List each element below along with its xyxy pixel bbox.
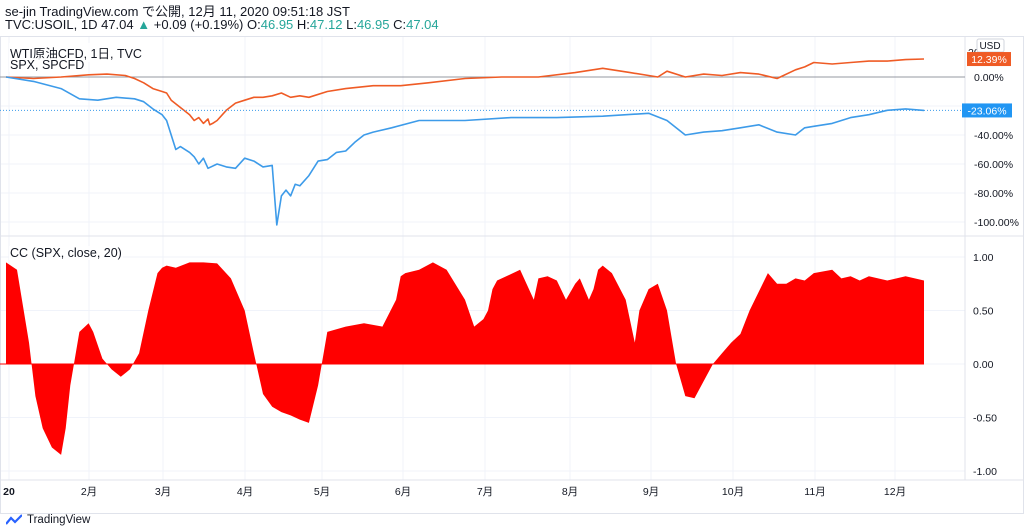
pane2-y-tick-label: 0.50 bbox=[973, 306, 994, 318]
x-tick-label: 12月 bbox=[884, 486, 906, 498]
close-label: C: bbox=[393, 17, 407, 32]
pane1-label-spx: SPX, SPCFD bbox=[9, 58, 86, 72]
pane2-y-tick-label: 0.00 bbox=[973, 359, 994, 371]
chart-canvas[interactable]: -100.00% -80.00% -60.00% -40.00% 0.00% 20 USD 1… bbox=[0, 36, 1024, 514]
pane1-y-tick-label: -40.00% bbox=[974, 130, 1013, 142]
last-price: 47.04 bbox=[101, 17, 134, 32]
x-tick-label: 6月 bbox=[395, 486, 411, 498]
x-tick-label: 5月 bbox=[314, 486, 330, 498]
close-value: 47.04 bbox=[406, 17, 439, 32]
up-arrow-icon: ▲ bbox=[137, 17, 151, 32]
publisher-line: se-jin TradingView.com で公開, 12月 11, 2020… bbox=[5, 4, 350, 19]
footer-brand: TradingView bbox=[27, 514, 91, 526]
high-value: 47.12 bbox=[309, 17, 343, 32]
x-tick-label: 10月 bbox=[722, 486, 744, 498]
pane1-y-tick-label: -80.00% bbox=[974, 188, 1013, 200]
pane2-y-tick-label: -1.00 bbox=[973, 466, 997, 478]
pane1-y-tick-label: -100.00% bbox=[974, 217, 1019, 229]
x-tick-label: 3月 bbox=[155, 486, 171, 498]
high-label: H: bbox=[296, 17, 310, 32]
price-change: +0.09 (+0.19%) bbox=[153, 17, 244, 32]
pane1-y-tick-label: 0.00% bbox=[974, 72, 1004, 84]
chart-frame[interactable]: -100.00% -80.00% -60.00% -40.00% 0.00% 20 USD 1… bbox=[0, 36, 1024, 514]
x-tick-label: 7月 bbox=[477, 486, 493, 498]
open-label: O: bbox=[247, 17, 261, 32]
cc-area[interactable] bbox=[6, 262, 924, 455]
spx-series-line[interactable] bbox=[5, 76, 925, 226]
open-value: 46.95 bbox=[260, 17, 294, 32]
ohlc-line: TVC:USOIL, 1D 47.04 ▲ +0.09 (+0.19%) O:4… bbox=[5, 17, 439, 32]
x-tick-label: 8月 bbox=[562, 486, 578, 498]
low-label: L: bbox=[346, 17, 357, 32]
x-tick-label: 9月 bbox=[643, 486, 659, 498]
tradingview-logo-icon bbox=[6, 514, 22, 525]
x-tick-label: 2月 bbox=[81, 486, 97, 498]
pane1-label-wti: WTI原油CFD, 1日, TVC bbox=[9, 43, 143, 62]
usd-badge[interactable] bbox=[976, 38, 1005, 53]
low-value: 46.95 bbox=[356, 17, 390, 32]
wti-last-value-badge bbox=[967, 52, 1011, 67]
pane1-y-tick-label: -60.00% bbox=[974, 159, 1013, 171]
symbol-info: TVC:USOIL, 1D bbox=[5, 17, 98, 32]
x-tick-label: 11月 bbox=[804, 486, 825, 498]
wti-last-value-label: 12.39% bbox=[971, 54, 1007, 66]
usd-label: USD bbox=[979, 41, 1000, 52]
footer: TradingView bbox=[6, 511, 90, 529]
x-tick-label: 4月 bbox=[237, 486, 253, 498]
wti-series-line[interactable] bbox=[5, 58, 925, 126]
pane2-y-tick-label: -0.50 bbox=[973, 413, 997, 425]
pane2-y-tick-label: 1.00 bbox=[973, 252, 994, 264]
spx-last-value-badge bbox=[962, 103, 1012, 118]
pane2-label-cc: CC (SPX, close, 20) bbox=[9, 246, 123, 260]
x-tick-label: 20 bbox=[3, 486, 15, 498]
spx-last-value-label: -23.06% bbox=[967, 105, 1006, 117]
